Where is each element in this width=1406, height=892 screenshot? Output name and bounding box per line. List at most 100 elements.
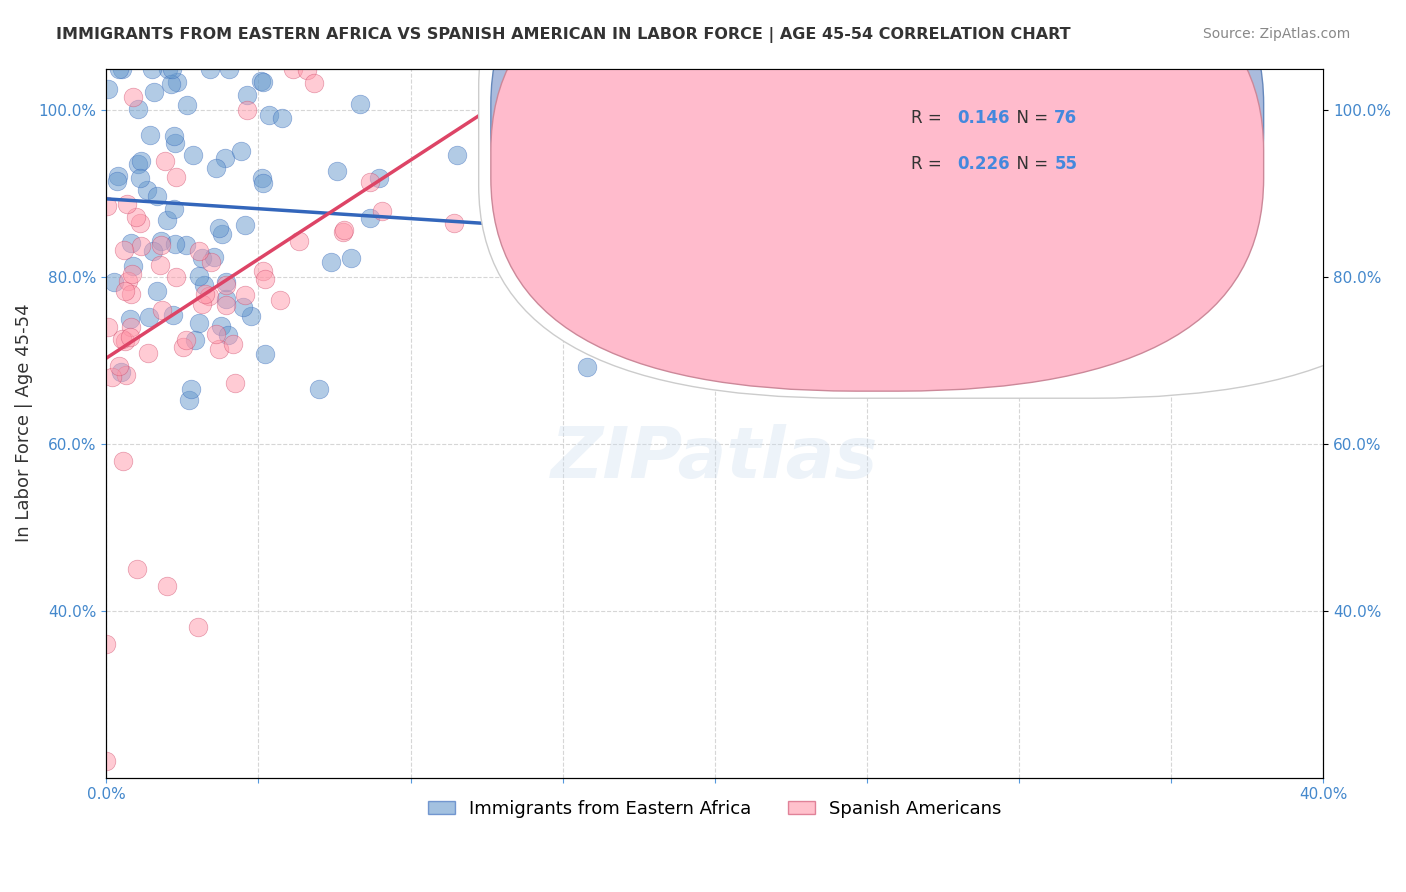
Point: [127, 157, 149, 171]
Point: [139, 128, 162, 142]
Point: [172, 340, 194, 354]
Point: [174, 333, 197, 347]
Text: 0.146: 0.146: [957, 109, 1010, 128]
Point: [110, 333, 132, 347]
Point: [224, 376, 246, 390]
Point: [149, 234, 172, 248]
Point: [193, 278, 215, 293]
Point: [233, 288, 256, 302]
Point: [254, 272, 277, 286]
Text: 55: 55: [1054, 155, 1077, 173]
Y-axis label: In Labor Force | Age 45-54: In Labor Force | Age 45-54: [15, 304, 32, 542]
Point: [235, 218, 257, 232]
Point: [443, 216, 465, 230]
Point: [97, 319, 120, 334]
Point: [124, 210, 146, 224]
Point: [180, 382, 202, 396]
Point: [304, 76, 326, 90]
Point: [115, 368, 138, 382]
Point: [218, 62, 240, 76]
Point: [96, 199, 118, 213]
Point: [214, 151, 236, 165]
Point: [576, 359, 599, 374]
Point: [194, 287, 217, 301]
Text: N =: N =: [1005, 155, 1053, 173]
Point: [142, 244, 165, 259]
Point: [136, 183, 159, 197]
Point: [208, 342, 231, 356]
Point: [125, 562, 148, 576]
Point: [205, 161, 228, 176]
Point: [252, 75, 274, 89]
FancyBboxPatch shape: [491, 0, 1264, 345]
Point: [149, 237, 172, 252]
Point: [107, 62, 129, 76]
Point: [121, 259, 143, 273]
Point: [150, 303, 173, 318]
Point: [166, 75, 188, 89]
Point: [160, 77, 183, 91]
Point: [211, 227, 233, 241]
Point: [142, 85, 165, 99]
Point: [127, 102, 149, 116]
Point: [252, 170, 274, 185]
Text: N =: N =: [1005, 109, 1053, 128]
Point: [240, 309, 263, 323]
Point: [176, 97, 198, 112]
Point: [162, 308, 184, 322]
Point: [208, 221, 231, 235]
Point: [120, 330, 142, 344]
Point: [163, 128, 186, 143]
Point: [252, 264, 274, 278]
Point: [236, 103, 259, 118]
Point: [146, 189, 169, 203]
Point: [190, 297, 212, 311]
Point: [371, 204, 394, 219]
Point: [297, 62, 319, 77]
Text: ZIPatlas: ZIPatlas: [551, 424, 879, 493]
Point: [252, 176, 274, 190]
Point: [200, 254, 222, 268]
Point: [232, 300, 254, 314]
Point: [129, 239, 152, 253]
Point: [187, 620, 209, 634]
Text: Source: ZipAtlas.com: Source: ZipAtlas.com: [1202, 27, 1350, 41]
Point: [254, 347, 277, 361]
Point: [160, 62, 183, 76]
Point: [122, 89, 145, 103]
Point: [215, 278, 238, 293]
Point: [96, 754, 118, 768]
Point: [120, 319, 142, 334]
Point: [121, 267, 143, 281]
Point: [236, 87, 259, 102]
Point: [209, 319, 232, 334]
Point: [198, 289, 221, 303]
Point: [165, 270, 187, 285]
Point: [536, 70, 558, 85]
Point: [157, 62, 180, 76]
Point: [111, 62, 134, 76]
Point: [187, 317, 209, 331]
Point: [129, 215, 152, 229]
FancyBboxPatch shape: [491, 0, 1264, 391]
Point: [155, 153, 177, 168]
Point: [100, 369, 122, 384]
Point: [165, 170, 187, 185]
Point: [107, 359, 129, 374]
Point: [202, 251, 225, 265]
Point: [146, 285, 169, 299]
Point: [96, 637, 118, 651]
Point: [325, 163, 347, 178]
Point: [188, 244, 211, 259]
Point: [205, 326, 228, 341]
FancyBboxPatch shape: [478, 0, 1406, 398]
Point: [198, 62, 221, 76]
Point: [215, 298, 238, 312]
Point: [187, 268, 209, 283]
Point: [105, 174, 128, 188]
Point: [184, 333, 207, 347]
Point: [163, 202, 186, 216]
Point: [156, 579, 179, 593]
Point: [111, 454, 134, 468]
Point: [288, 235, 311, 249]
